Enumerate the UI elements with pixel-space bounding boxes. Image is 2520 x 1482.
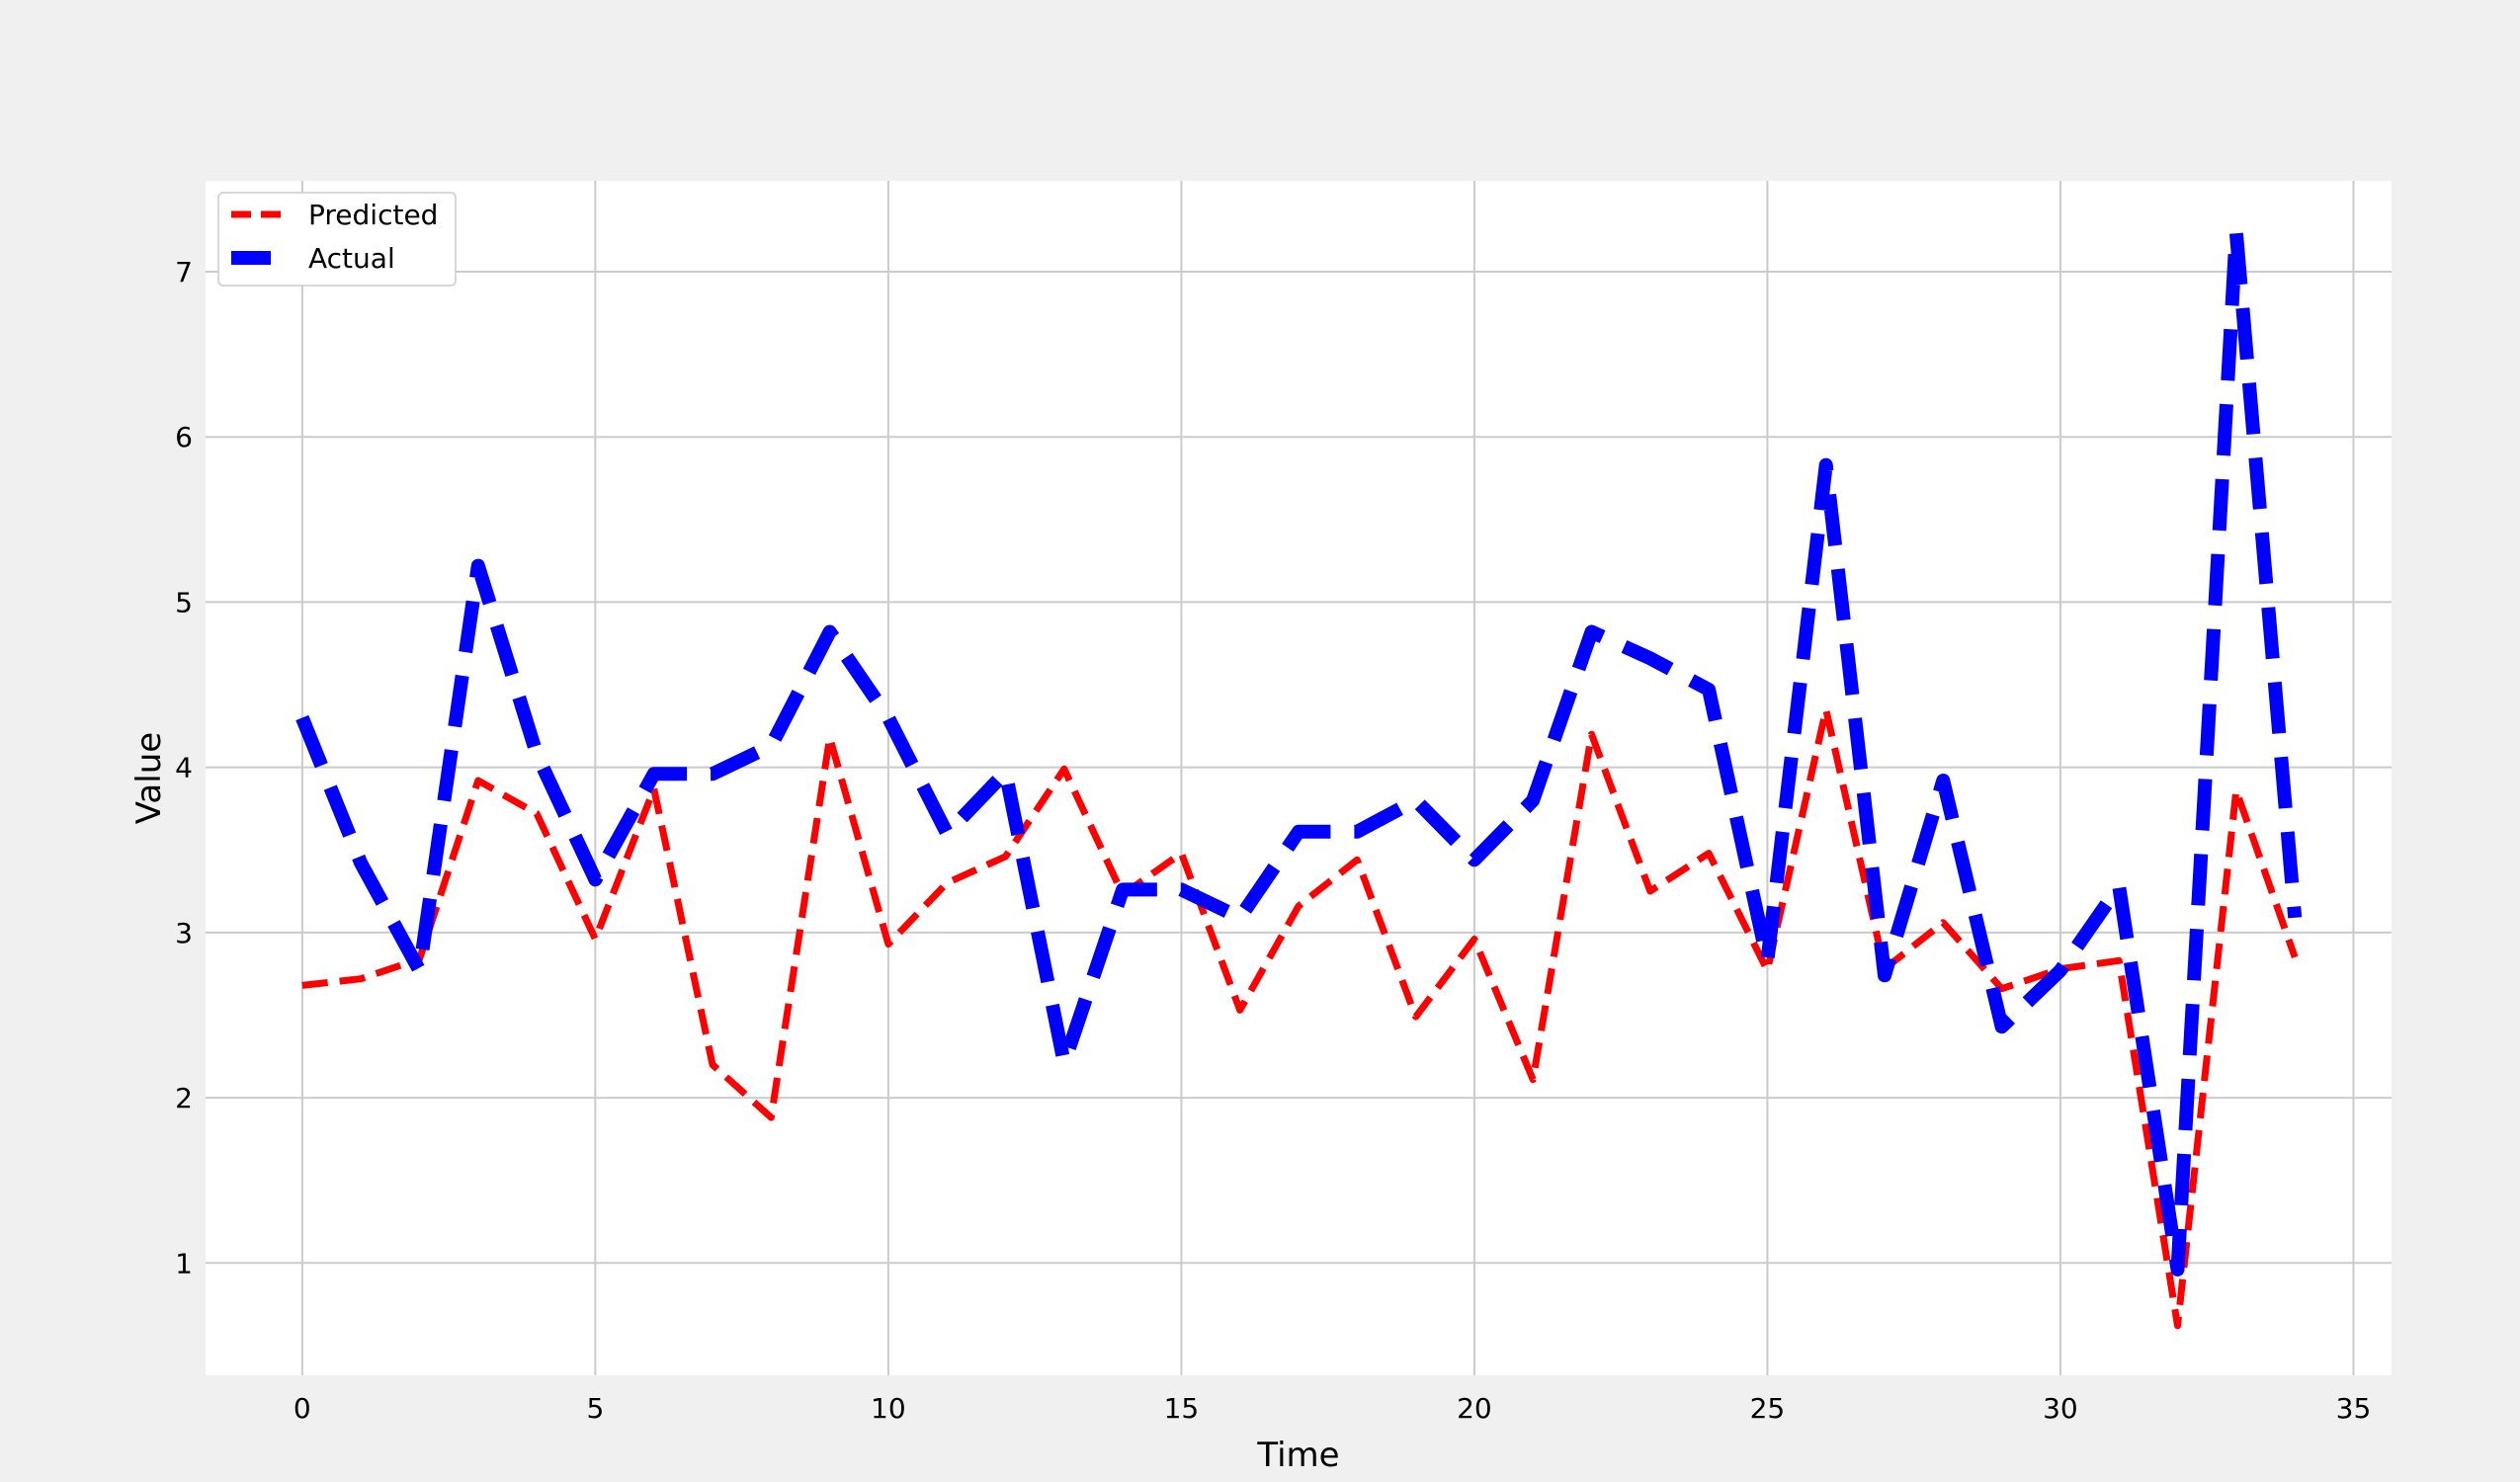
y-tick-label: 1 [175, 1247, 193, 1279]
plot-area [206, 181, 2392, 1375]
x-tick-label: 15 [1164, 1392, 1200, 1425]
x-tick-label: 20 [1457, 1392, 1492, 1425]
y-tick-label: 4 [175, 752, 193, 784]
y-tick-label: 7 [175, 256, 193, 288]
legend: Predicted Actual [217, 192, 457, 287]
x-tick-label: 5 [586, 1392, 604, 1425]
legend-label-predicted: Predicted [308, 199, 438, 231]
x-tick-label: 35 [2336, 1392, 2372, 1425]
x-tick-label: 25 [1750, 1392, 1786, 1425]
x-tick-label: 0 [294, 1392, 311, 1425]
y-tick-label: 5 [175, 586, 193, 618]
series-line-predicted [301, 705, 2299, 1330]
x-axis-label: Time [1256, 1436, 1339, 1475]
y-tick-label: 3 [175, 917, 193, 949]
y-axis-ticks: 1 2 3 4 5 6 7 [175, 256, 193, 1279]
legend-label-actual: Actual [308, 242, 395, 275]
x-tick-label: 10 [871, 1392, 906, 1425]
y-axis-label: Value [129, 732, 169, 824]
series-layer [295, 224, 2303, 1330]
x-tick-label: 30 [2043, 1392, 2078, 1425]
y-tick-label: 6 [175, 421, 193, 453]
x-axis-ticks: 0 5 10 15 20 25 30 35 [294, 1392, 2371, 1425]
y-tick-label: 2 [175, 1082, 193, 1114]
series-line-actual [295, 224, 2303, 1276]
grid-lines [206, 181, 2392, 1375]
